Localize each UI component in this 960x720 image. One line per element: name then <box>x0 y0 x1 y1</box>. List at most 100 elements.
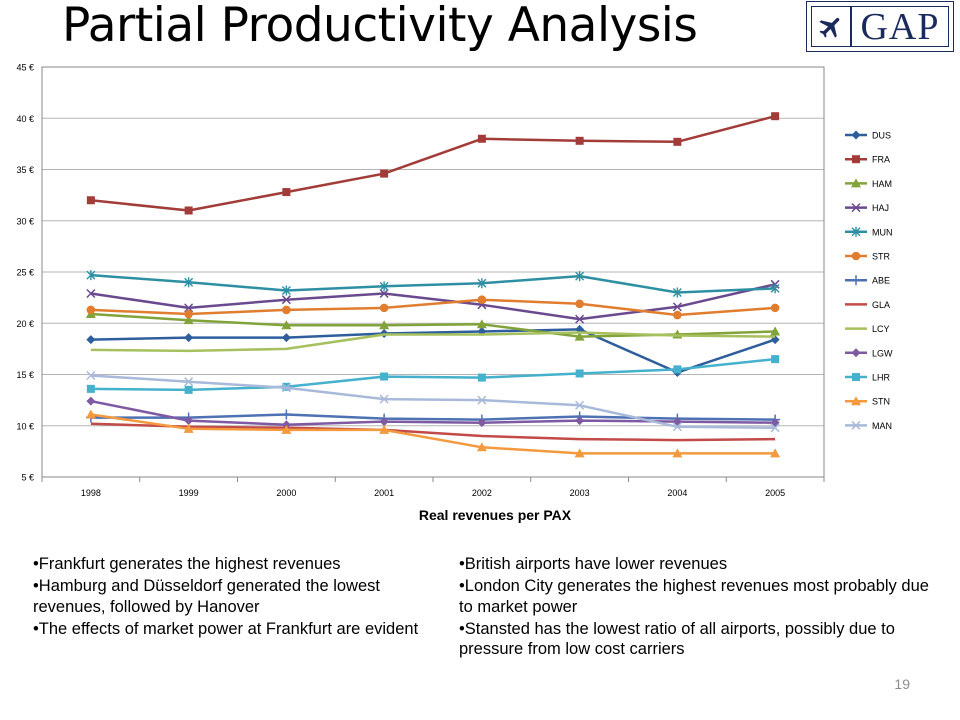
bullet-item: Frankfurt generates the highest revenues <box>33 554 433 575</box>
data-point-mun <box>86 270 96 281</box>
x-tick-label: 2004 <box>667 488 687 498</box>
y-tick-label: 45 € <box>16 63 34 73</box>
data-point-mun <box>770 283 780 294</box>
data-point-ham <box>770 326 781 336</box>
data-point-str <box>575 299 584 309</box>
y-tick-label: 5 € <box>21 473 34 483</box>
series-line-str <box>90 298 776 317</box>
legend-label-abe: ABE <box>872 276 890 286</box>
data-point-mun <box>672 287 682 298</box>
data-point-mun <box>379 281 389 292</box>
data-point-fra <box>575 136 584 145</box>
y-tick-label: 40 € <box>16 114 34 124</box>
bullet-item: London City generates the highest revenu… <box>459 576 929 617</box>
y-tick-label: 30 € <box>16 216 34 226</box>
y-tick-label: 20 € <box>16 319 34 329</box>
data-point-ham <box>476 319 487 329</box>
x-tick-label: 2003 <box>570 488 590 498</box>
logo-text: GAP <box>860 5 940 48</box>
legend-label-man: MAN <box>872 421 892 431</box>
legend-label-lgw: LGW <box>872 348 893 358</box>
data-point-dus <box>184 333 194 343</box>
data-point-haj <box>184 303 194 313</box>
data-point-str <box>282 305 291 315</box>
data-point-man <box>379 394 389 404</box>
page-number: 19 <box>894 676 910 692</box>
data-point-lgw <box>281 420 291 430</box>
data-point-fra <box>673 137 682 146</box>
series-line-abe <box>90 413 776 421</box>
bullet-item: The effects of market power at Frankfurt… <box>33 619 433 640</box>
data-point-fra <box>380 169 389 178</box>
legend-label-str: STR <box>872 252 891 262</box>
data-point-lgw <box>477 418 487 428</box>
data-point-stn <box>379 424 390 434</box>
x-tick-label: 2000 <box>276 488 296 498</box>
data-point-lhr <box>477 373 486 382</box>
legend-marker-ham <box>851 178 861 188</box>
data-point-ham <box>183 315 194 325</box>
series-line-man <box>90 374 776 430</box>
data-point-stn <box>476 442 487 452</box>
data-point-lhr <box>673 365 682 374</box>
revenue-line-chart: 5 € 10 € 15 € 20 € 25 € 30 € 35 € 40 € 45 € 1998 1… <box>16 63 893 524</box>
x-tick-label: 2005 <box>765 488 785 498</box>
data-point-mun <box>184 277 194 288</box>
slide-title: Partial Productivity Analysis <box>62 0 698 53</box>
x-axis-title: Real revenues per PAX <box>419 507 572 523</box>
data-point-mun <box>477 278 487 289</box>
legend-label-ham: HAM <box>872 179 892 189</box>
data-point-stn <box>672 448 683 458</box>
series-line-lgw <box>90 399 776 426</box>
data-point-man <box>575 400 585 410</box>
legend-label-dus: DUS <box>872 131 891 141</box>
bullet-item: Hamburg and Düsseldorf generated the low… <box>33 576 433 617</box>
bullet-item: Stansted has the lowest ratio of all air… <box>459 619 929 660</box>
x-tick-label: 1998 <box>81 488 101 498</box>
legend-label-gla: GLA <box>872 300 890 310</box>
data-point-man <box>770 423 780 433</box>
bullets-right: British airports have lower revenuesLond… <box>459 554 929 661</box>
data-point-man <box>86 370 96 381</box>
data-point-haj <box>379 288 389 299</box>
bullets-left: Frankfurt generates the highest revenues… <box>33 554 433 641</box>
data-point-man <box>672 422 682 432</box>
data-point-stn <box>574 448 585 458</box>
series-line-lcy <box>90 331 776 353</box>
legend-marker-abe <box>851 275 861 286</box>
legend-marker-lhr <box>852 373 860 381</box>
data-point-fra <box>282 188 291 197</box>
data-point-lhr <box>575 369 584 378</box>
y-tick-label: 15 € <box>16 370 34 380</box>
legend-marker-dus <box>851 130 861 140</box>
legend-marker-str <box>851 251 861 261</box>
data-point-haj <box>672 302 682 312</box>
data-point-str <box>770 303 780 313</box>
legend-marker-haj <box>851 203 861 213</box>
data-point-str <box>184 309 193 319</box>
series-line-stn <box>90 413 776 455</box>
series-line-mun <box>90 273 776 294</box>
data-point-lhr <box>380 372 389 381</box>
data-point-fra <box>86 196 95 205</box>
data-point-lgw <box>184 416 194 426</box>
data-point-stn <box>770 448 781 458</box>
legend-marker-lgw <box>851 348 861 358</box>
airplane-icon <box>812 7 852 46</box>
data-point-mun <box>575 271 585 282</box>
data-point-ham <box>574 331 585 341</box>
legend-label-stn: STN <box>872 397 890 407</box>
legend-label-lhr: LHR <box>872 373 891 383</box>
data-point-lhr <box>771 355 780 364</box>
data-point-stn <box>281 424 292 434</box>
x-tick-label: 1999 <box>179 488 199 498</box>
data-point-man <box>281 383 291 393</box>
x-tick-label: 2001 <box>374 488 394 498</box>
legend-marker-fra <box>852 155 860 164</box>
x-tick-label: 2002 <box>472 488 492 498</box>
data-point-str <box>379 303 389 313</box>
series-line-lhr <box>90 357 776 392</box>
data-point-haj <box>86 288 96 299</box>
data-point-fra <box>477 134 486 143</box>
data-point-lgw <box>575 416 585 426</box>
